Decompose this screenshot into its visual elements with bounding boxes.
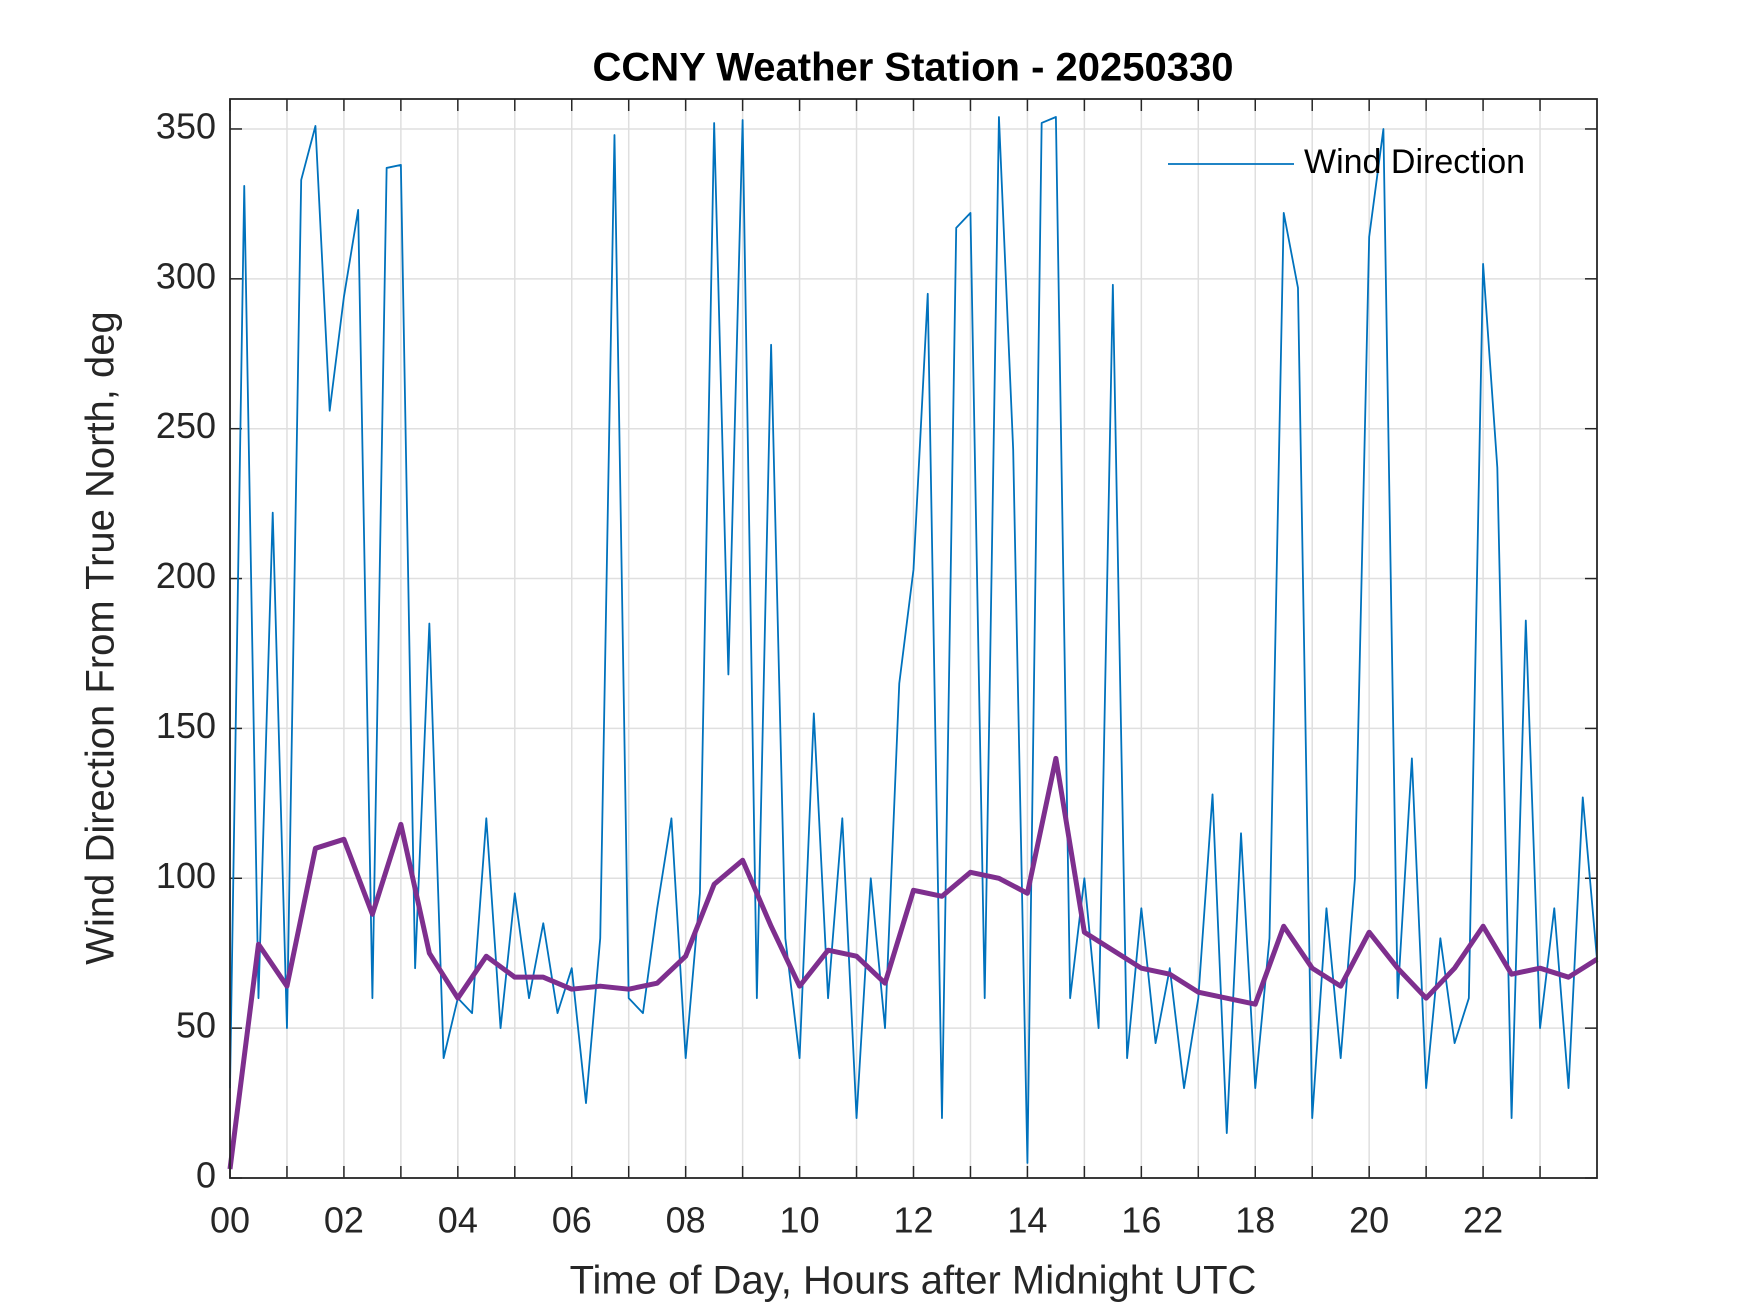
y-axis-label: Wind Direction From True North, deg <box>79 311 123 965</box>
legend-label: Wind Direction <box>1304 143 1525 181</box>
x-tick-label: 22 <box>1463 1200 1503 1241</box>
y-tick-label: 150 <box>156 705 216 746</box>
y-tick-label: 100 <box>156 855 216 896</box>
x-tick-label: 20 <box>1349 1200 1389 1241</box>
x-tick-label: 10 <box>780 1200 820 1241</box>
x-tick-label: 16 <box>1121 1200 1161 1241</box>
x-tick-label: 00 <box>210 1200 250 1241</box>
y-tick-label: 300 <box>156 255 216 296</box>
plot-frame <box>229 98 1598 1179</box>
y-tick-label: 0 <box>196 1155 216 1196</box>
x-axis-label: Time of Day, Hours after Midnight UTC <box>570 1259 1257 1303</box>
x-tick-label: 12 <box>893 1200 933 1241</box>
x-tick-label: 04 <box>438 1200 478 1241</box>
y-tick-label: 350 <box>156 105 216 146</box>
x-tick-label: 08 <box>666 1200 706 1241</box>
y-tick-label: 200 <box>156 555 216 596</box>
y-tick-label: 250 <box>156 405 216 446</box>
x-tick-label: 18 <box>1235 1200 1275 1241</box>
y-tick-label: 50 <box>176 1005 216 1046</box>
data-line <box>227 755 1599 1170</box>
x-tick-label: 14 <box>1007 1200 1047 1241</box>
x-tick-label: 02 <box>324 1200 364 1241</box>
x-tick-label: 06 <box>552 1200 592 1241</box>
chart-title: CCNY Weather Station - 20250330 <box>593 46 1234 90</box>
